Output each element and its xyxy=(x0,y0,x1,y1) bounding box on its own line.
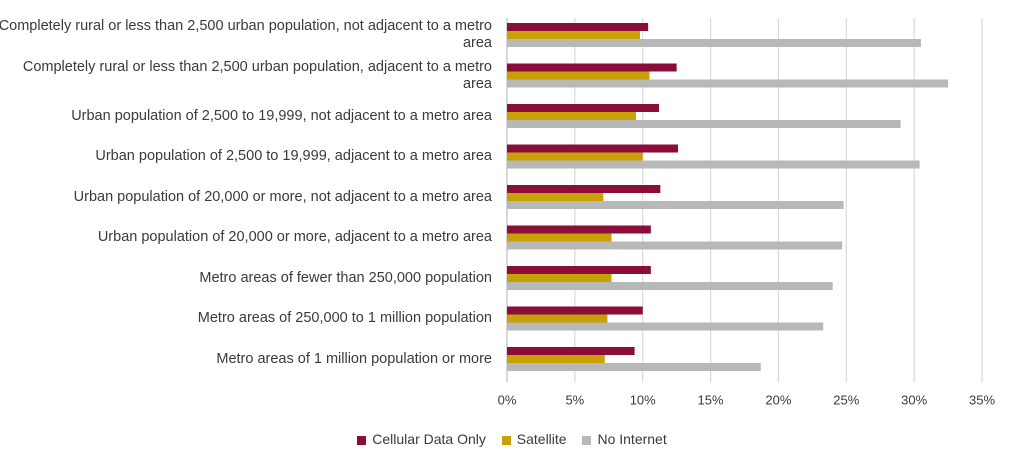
bar-no-internet-0 xyxy=(507,39,921,47)
legend-swatch-no-internet xyxy=(582,436,592,446)
x-tick-label: 5% xyxy=(565,393,584,408)
bar-satellite-0 xyxy=(507,31,640,39)
bar-cellular-2 xyxy=(507,104,659,112)
bar-satellite-7 xyxy=(507,314,608,323)
bar-satellite-8 xyxy=(507,355,605,363)
x-tick-label: 35% xyxy=(969,393,995,408)
bar-no-internet-4 xyxy=(507,201,844,209)
bar-cellular-7 xyxy=(507,306,643,315)
bar-cellular-1 xyxy=(507,63,677,72)
bar-no-internet-8 xyxy=(507,363,761,371)
bar-cellular-0 xyxy=(507,23,649,31)
bar-cellular-4 xyxy=(507,185,661,193)
bar-cellular-8 xyxy=(507,347,635,355)
category-label: Completely rural or less than 2,500 urba… xyxy=(22,58,492,92)
x-tick-labels: 0% 5% 10% 15% 20% 25% 30% 35% xyxy=(498,393,996,408)
legend-item-cellular: Cellular Data Only xyxy=(357,431,486,447)
category-label: Urban population of 2,500 to 19,999, not… xyxy=(71,107,492,124)
bar-cellular-3 xyxy=(507,144,678,153)
legend-label-satellite: Satellite xyxy=(516,431,567,448)
category-label: Urban population of 2,500 to 19,999, adj… xyxy=(95,148,492,164)
bar-no-internet-5 xyxy=(507,241,843,250)
category-label: Urban population of 20,000 or more, not … xyxy=(73,188,492,205)
bar-no-internet-6 xyxy=(507,282,833,290)
category-label: Urban population of 20,000 or more, adja… xyxy=(97,229,492,245)
legend-swatch-satellite xyxy=(501,436,511,446)
bar-no-internet-2 xyxy=(507,120,901,128)
bar-no-internet-7 xyxy=(507,322,824,331)
bar-cellular-5 xyxy=(507,225,651,234)
legend: Cellular Data Only Satellite No Internet xyxy=(0,430,1024,447)
bar-satellite-3 xyxy=(507,152,643,161)
bars xyxy=(507,23,949,371)
legend-label-no-internet: No Internet xyxy=(597,431,667,448)
bar-cellular-6 xyxy=(507,266,651,274)
category-label: Metro areas of 1 million population or m… xyxy=(216,350,492,367)
x-tick-label: 15% xyxy=(698,393,724,408)
legend-item-satellite: Satellite xyxy=(501,431,567,448)
x-tick-label: 20% xyxy=(765,393,791,408)
bar-no-internet-3 xyxy=(507,160,920,169)
x-tick-label: 25% xyxy=(833,393,859,408)
category-label: Metro areas of fewer than 250,000 popula… xyxy=(199,269,492,286)
legend-label-cellular: Cellular Data Only xyxy=(372,431,486,448)
bar-no-internet-1 xyxy=(507,79,949,88)
bar-satellite-6 xyxy=(507,274,612,282)
category-label: Metro areas of 250,000 to 1 million popu… xyxy=(197,310,492,326)
bar-satellite-1 xyxy=(507,71,650,80)
x-tick-label: 0% xyxy=(498,393,517,408)
bar-satellite-4 xyxy=(507,193,604,201)
legend-swatch-cellular xyxy=(357,436,367,446)
bar-satellite-2 xyxy=(507,112,636,120)
x-tick-label: 10% xyxy=(630,393,656,408)
legend-item-no-internet: No Internet xyxy=(582,431,667,448)
x-tick-label: 30% xyxy=(901,393,927,408)
category-label: Completely rural or less than 2,500 urba… xyxy=(0,18,492,51)
bar-satellite-5 xyxy=(507,233,612,242)
